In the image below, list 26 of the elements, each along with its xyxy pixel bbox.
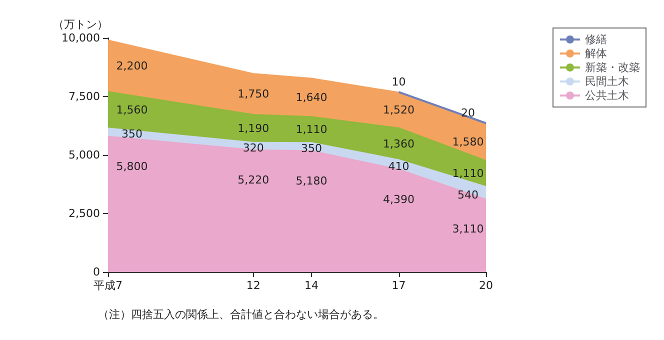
legend-label: 修繕 [585, 33, 607, 46]
data-label: 1,640 [296, 90, 328, 104]
legend-label: 民間土木 [585, 75, 629, 88]
legend-label: 新築・改築 [585, 61, 640, 74]
x-tick-label: 14 [304, 279, 319, 292]
data-label: 2,200 [116, 59, 148, 72]
y-tick-label: 7,500 [68, 90, 100, 103]
text: （注）四捨五入の関係上、合計値と合わない場合がある。 [98, 308, 384, 321]
data-label: 1,110 [296, 123, 328, 136]
data-label: 1,190 [238, 122, 270, 135]
y-tick-label: 0 [93, 266, 100, 278]
y-tick-label: 2,500 [68, 207, 100, 220]
x-tick-label: 12 [246, 279, 260, 292]
legend-label: 解体 [585, 47, 607, 60]
data-label: 1,560 [116, 103, 148, 116]
x-tick-label: 17 [392, 279, 406, 292]
x-tick-label: 平成7 [94, 279, 122, 292]
data-label: 10 [392, 76, 406, 89]
y-tick-label: 5,000 [68, 148, 100, 162]
y-tick-label: 10,000 [62, 32, 100, 44]
data-label: 20 [461, 106, 475, 120]
y-axis-title: （万トン） [53, 18, 108, 31]
data-label: 1,520 [383, 104, 415, 117]
legend-label: 公共土木 [585, 89, 629, 102]
x-tick-label: 20 [479, 279, 493, 292]
data-label: 1,750 [238, 88, 270, 101]
